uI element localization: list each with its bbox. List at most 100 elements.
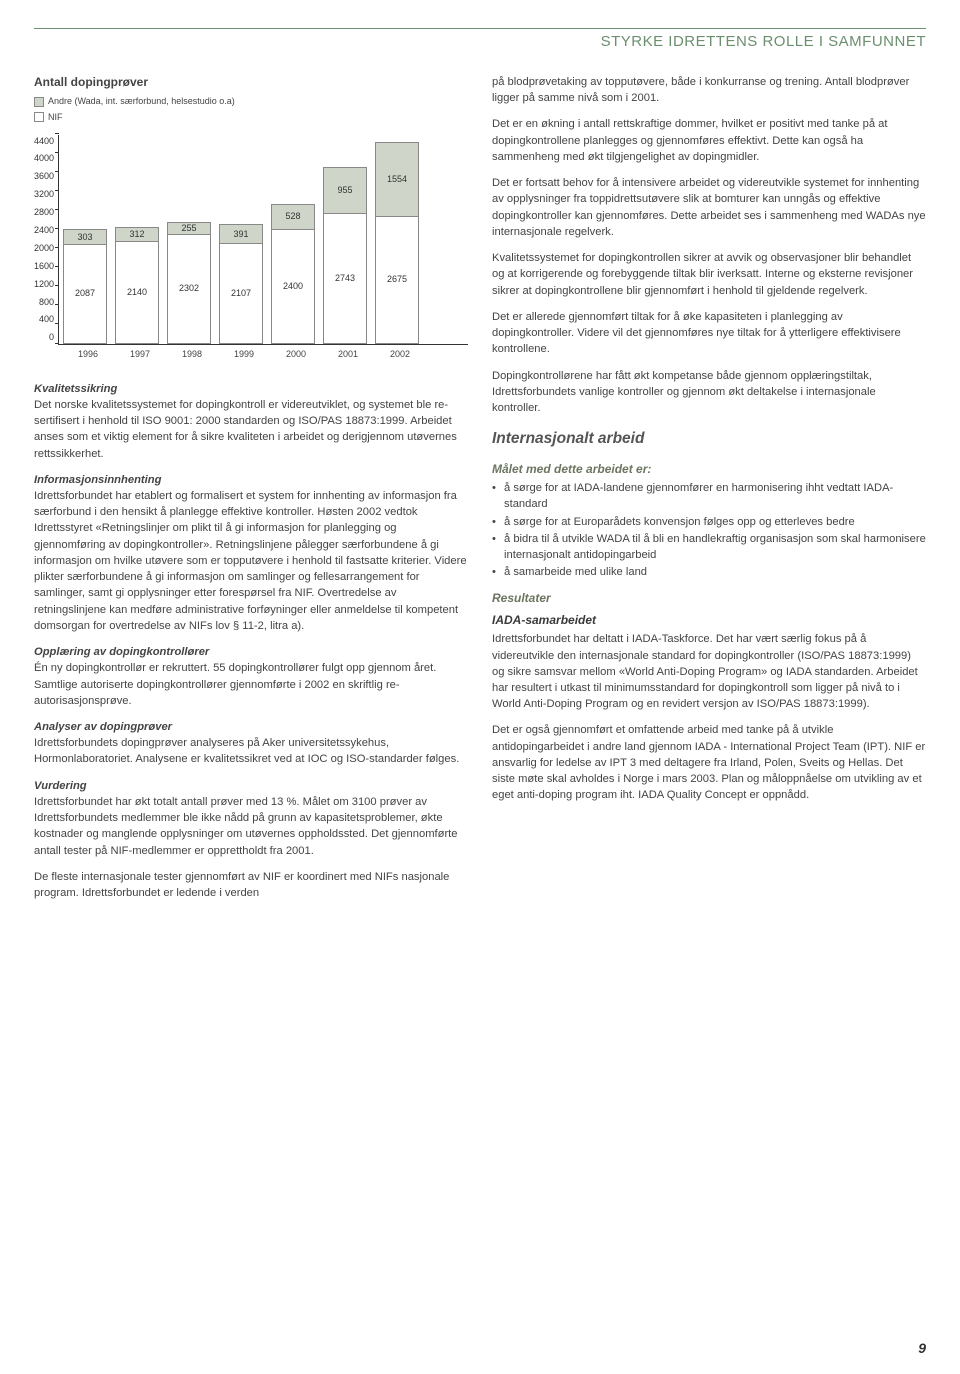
y-tick-label: 4400	[34, 135, 54, 148]
y-tick	[55, 343, 59, 344]
iada-p2: Det er også gjennomført et omfattende ar…	[492, 722, 926, 803]
right-p4: Kvalitetssystemet for dopingkontrollen s…	[492, 250, 926, 299]
right-p1: på blodprøvetaking av topputøvere, både …	[492, 74, 926, 106]
y-tick	[55, 323, 59, 324]
right-column: på blodprøvetaking av topputøvere, både …	[492, 74, 926, 911]
page-header: STYRKE IDRETTENS ROLLE I SAMFUNNET	[34, 33, 926, 50]
y-tick	[55, 133, 59, 134]
analyser-block: Analyser av dopingprøver Idrettsforbundet…	[34, 719, 468, 768]
x-label-2002: 2002	[378, 348, 422, 361]
bar-nif-1996: 2087	[63, 244, 107, 344]
left-column: Antall dopingprøver Andre (Wada, int. sæ…	[34, 74, 468, 911]
legend-label-andre: Andre (Wada, int. særforbund, helsestudi…	[48, 95, 235, 108]
two-column-layout: Antall dopingprøver Andre (Wada, int. sæ…	[34, 74, 926, 911]
goal-item-1: å sørge for at Europarådets konvensjon f…	[492, 514, 926, 530]
goal-item-3: å samarbeide med ulike land	[492, 564, 926, 580]
bar-nif-1999: 2107	[219, 243, 263, 344]
vurdering-heading: Vurdering	[34, 780, 87, 792]
kvalitetssikring-block: Kvalitetssikring Det norske kvalitetssyst…	[34, 381, 468, 462]
bar-nif-2002: 2675	[375, 216, 419, 344]
bar-1998: 2302255	[167, 222, 211, 344]
y-tick-label: 2000	[34, 242, 54, 255]
y-tick-label: 1200	[34, 278, 54, 291]
right-p3: Det er fortsatt behov for å intensivere …	[492, 175, 926, 240]
info-heading: Informasjonsinnhenting	[34, 474, 161, 486]
bar-1996: 2087303	[63, 229, 107, 343]
bar-andre-1998: 255	[167, 222, 211, 234]
bar-andre-1999: 391	[219, 224, 263, 243]
chart-area: 4400400036003200280024002000160012008004…	[34, 135, 468, 345]
bar-1997: 2140312	[115, 227, 159, 344]
x-label-1998: 1998	[170, 348, 214, 361]
kvalitetssikring-text: Det norske kvalitetssystemet for dopingk…	[34, 399, 457, 460]
right-p2: Det er en økning i antall rettskraftige …	[492, 116, 926, 165]
x-label-1999: 1999	[222, 348, 266, 361]
legend-nif: NIF	[34, 111, 63, 124]
y-tick-label: 3600	[34, 170, 54, 183]
doping-chart: Antall dopingprøver Andre (Wada, int. sæ…	[34, 74, 468, 361]
x-axis-labels: 1996 1997 1998 1999 2000 2001 2002	[34, 348, 468, 361]
maalet-heading: Målet med dette arbeidet er:	[492, 461, 926, 478]
vurdering-text2: De fleste internasjonale tester gjennomf…	[34, 869, 468, 901]
x-label-1996: 1996	[66, 348, 110, 361]
y-tick	[55, 190, 59, 191]
bar-nif-1998: 2302	[167, 234, 211, 344]
swatch-nif	[34, 112, 44, 122]
y-tick	[55, 152, 59, 153]
bar-nif-2001: 2743	[323, 213, 367, 344]
y-tick-label: 2800	[34, 206, 54, 219]
y-tick-label: 800	[34, 296, 54, 309]
y-tick	[55, 209, 59, 210]
goals-list: å sørge for at IADA-landene gjennomfører…	[492, 480, 926, 580]
header-rule	[34, 28, 926, 29]
y-tick-label: 1600	[34, 260, 54, 273]
plot-area: 2087303214031223022552107391240052827439…	[58, 135, 468, 345]
opplaering-text: Én ny dopingkontrollør er rekruttert. 55…	[34, 662, 436, 706]
swatch-andre	[34, 97, 44, 107]
right-p6: Dopingkontrollørene har fått økt kompeta…	[492, 368, 926, 417]
vurdering-block: Vurdering Idrettsforbundet har økt totalt…	[34, 778, 468, 859]
page-number: 9	[918, 1340, 926, 1356]
y-axis-labels: 4400400036003200280024002000160012008004…	[34, 135, 58, 345]
y-tick	[55, 266, 59, 267]
chart-legend: Andre (Wada, int. særforbund, helsestudi…	[34, 95, 468, 126]
goal-item-2: å bidra til å utvikle WADA til å bli en …	[492, 531, 926, 563]
y-tick-label: 4000	[34, 152, 54, 165]
y-tick	[55, 304, 59, 305]
bar-andre-2001: 955	[323, 167, 367, 213]
bar-2001: 2743955	[323, 167, 367, 343]
y-tick-label: 0	[34, 331, 54, 344]
y-tick	[55, 171, 59, 172]
resultater-heading: Resultater	[492, 590, 926, 607]
y-tick	[55, 228, 59, 229]
bar-1999: 2107391	[219, 224, 263, 343]
y-tick-label: 400	[34, 313, 54, 326]
y-tick-label: 2400	[34, 224, 54, 237]
x-label-1997: 1997	[118, 348, 162, 361]
bar-andre-1997: 312	[115, 227, 159, 242]
bar-2002: 26751554	[375, 142, 419, 344]
bar-nif-2000: 2400	[271, 229, 315, 344]
analyser-heading: Analyser av dopingprøver	[34, 721, 172, 733]
kvalitetssikring-heading: Kvalitetssikring	[34, 383, 117, 395]
bar-andre-1996: 303	[63, 229, 107, 243]
iada-p1: Idrettsforbundet har deltatt i IADA-Task…	[492, 631, 926, 712]
legend-andre: Andre (Wada, int. særforbund, helsestudi…	[34, 95, 235, 108]
internasjonalt-heading: Internasjonalt arbeid	[492, 428, 926, 450]
x-label-2001: 2001	[326, 348, 370, 361]
bar-nif-1997: 2140	[115, 241, 159, 343]
opplaering-heading: Opplæring av dopingkontrollører	[34, 646, 209, 658]
legend-label-nif: NIF	[48, 111, 63, 124]
info-block: Informasjonsinnhenting Idrettsforbundet h…	[34, 472, 468, 634]
chart-title: Antall dopingprøver	[34, 74, 468, 91]
x-label-2000: 2000	[274, 348, 318, 361]
opplaering-block: Opplæring av dopingkontrollører Én ny dop…	[34, 644, 468, 709]
y-tick	[55, 285, 59, 286]
vurdering-text1: Idrettsforbundet har økt totalt antall p…	[34, 796, 458, 857]
analyser-text: Idrettsforbundets dopingprøver analysere…	[34, 737, 459, 765]
bar-andre-2000: 528	[271, 204, 315, 229]
bar-2000: 2400528	[271, 204, 315, 344]
y-tick-label: 3200	[34, 188, 54, 201]
goal-item-0: å sørge for at IADA-landene gjennomfører…	[492, 480, 926, 512]
info-text: Idrettsforbundet har etablert og formali…	[34, 490, 467, 632]
